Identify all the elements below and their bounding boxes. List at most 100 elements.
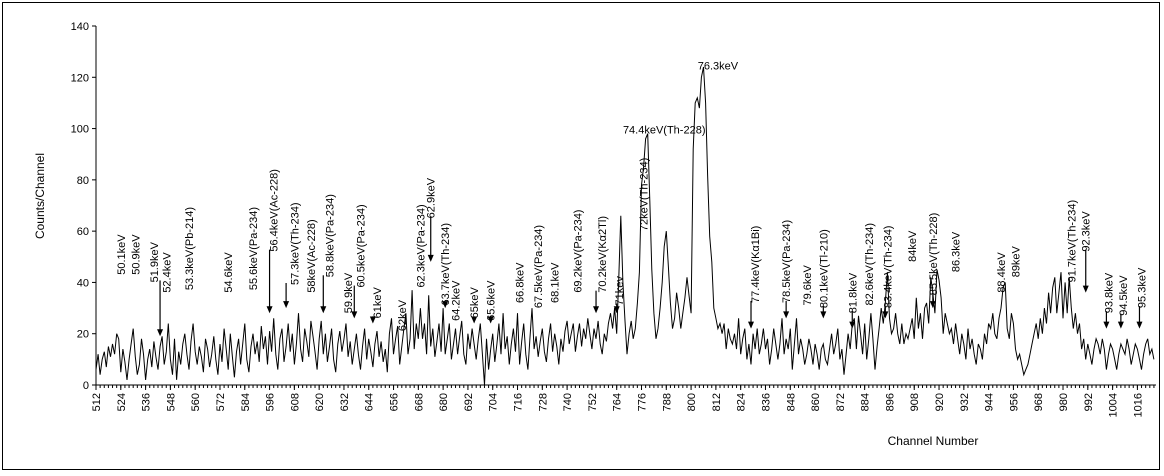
peak-label: 65.6keV [486, 280, 498, 321]
arrow-head [849, 321, 856, 329]
x-tick-label: 548 [165, 393, 177, 411]
x-tick-label: 656 [389, 393, 401, 411]
peak-label: 86.3keV [951, 231, 963, 272]
x-axis: 512 524 536 548 560 572 584 596 608 620 632 644 656 6… [91, 384, 1156, 417]
arrow-head [1136, 321, 1143, 329]
x-tick-label: 524 [116, 393, 128, 411]
y-tick-label: 140 [71, 21, 89, 33]
x-tick-label: 860 [810, 393, 822, 411]
x-axis-label: Channel Number [888, 434, 979, 448]
x-tick-label: 788 [661, 393, 673, 411]
arrow-head [613, 306, 620, 314]
y-tick-label: 120 [71, 72, 89, 84]
x-tick-label: 620 [314, 393, 326, 411]
peak-label: 64.2keV [451, 280, 463, 321]
arrow-head [882, 311, 889, 319]
peak-label: 69.2keV(Pa-234) [572, 210, 584, 293]
arrow-head [157, 329, 164, 337]
arrow-head [442, 301, 449, 309]
y-axis-label: Counts/Channel [33, 153, 47, 239]
peak-label: 65keV [469, 286, 481, 318]
x-tick-label: 740 [562, 393, 574, 411]
y-tick-label: 40 [77, 277, 89, 289]
x-tick-label: 884 [860, 393, 872, 411]
peak-label: 68.1keV [550, 262, 562, 303]
peak-label: 53.3keV(Pb-214) [184, 207, 196, 290]
x-tick-label: 764 [612, 393, 624, 411]
x-tick-label: 824 [736, 393, 748, 411]
peak-label: 94.5keV [1118, 275, 1130, 316]
peak-label: 50.1keV [116, 234, 128, 275]
x-tick-label: 908 [909, 393, 921, 411]
peak-label: 72keV(Th-234) [639, 158, 651, 231]
x-tick-label: 716 [513, 393, 525, 411]
peak-label: 61keV [372, 286, 384, 318]
x-tick-label: 692 [463, 393, 475, 411]
peak-label: 58.8keV(Pa-234) [324, 194, 336, 277]
x-tick-label: 668 [413, 393, 425, 411]
peak-label: 55.6keV(Pa-234) [248, 207, 260, 290]
x-tick-label: 992 [1083, 393, 1095, 411]
arrow-head [783, 311, 790, 319]
peak-label: 51.9keV [149, 241, 161, 282]
y-axis: 0 20 40 60 80 100 120 140 [71, 21, 97, 392]
peak-label: 82.6keV(Th-234) [864, 223, 876, 306]
peak-label: 62.3keV(Pa-234) [415, 204, 427, 287]
peak-label: 70.2keV(Kα2Tl) [597, 216, 609, 293]
peak-label: 67.5keV(Pa-234) [533, 225, 545, 308]
x-tick-label: 644 [364, 393, 376, 411]
peak-label: 71kev [614, 276, 626, 306]
x-tick-label: 728 [537, 393, 549, 411]
x-tick-label: 776 [636, 393, 648, 411]
peak-label: 58keV(Ac-228) [306, 219, 318, 292]
peak-label: 81.8keV [847, 272, 859, 313]
x-tick-label: 560 [190, 393, 202, 411]
peak-label: 77.4keV(Kα1Bi) [750, 226, 762, 303]
peak-label: 74.4keV(Th-228) [623, 125, 706, 137]
x-tick-label: 872 [835, 393, 847, 411]
x-tick-label: 680 [438, 393, 450, 411]
arrow-head [1103, 321, 1110, 329]
x-tick-label: 704 [488, 393, 500, 411]
peak-label: 60.5keV(Pa-234) [355, 204, 367, 287]
arrow-head [427, 254, 434, 262]
x-tick-label: 980 [1058, 393, 1070, 411]
y-tick-label: 80 [77, 175, 89, 187]
peak-label: 56.4keV(Ac-228) [269, 169, 281, 252]
arrow-head [487, 316, 494, 324]
arrow-head [820, 311, 827, 319]
peak-label: 66.8keV [515, 262, 527, 303]
x-tick-label: 920 [934, 393, 946, 411]
spectrum-chart: 0 20 40 60 80 100 120 140 512 524 536 548 560 572 584… [33, 21, 1156, 448]
peak-label: 62keV [397, 299, 409, 331]
y-tick-label: 60 [77, 226, 89, 238]
x-tick-label: 968 [1033, 393, 1045, 411]
arrow-head [369, 316, 376, 324]
series-group [95, 66, 1155, 386]
arrow-head [1117, 321, 1124, 329]
peak-label: 95.3keV [1137, 267, 1149, 308]
peak-label: 91.7keV(Th-234) [1066, 200, 1078, 283]
peak-label: 62.9keV [426, 177, 438, 218]
x-tick-label: 632 [339, 393, 351, 411]
peak-label: 57.3keV(Th-234) [289, 202, 301, 285]
x-tick-label: 944 [984, 393, 996, 411]
arrow-head [593, 306, 600, 314]
x-tick-label: 1016 [1132, 393, 1144, 417]
peak-label: 76.3keV [698, 61, 739, 73]
x-tick-label: 896 [884, 393, 896, 411]
peak-label: 89keV [1010, 245, 1022, 277]
x-tick-label: 932 [959, 393, 971, 411]
x-tick-label: 608 [289, 393, 301, 411]
peak-label: 88.4keV [996, 252, 1008, 293]
y-tick-label: 0 [83, 380, 89, 392]
x-tick-label: 584 [240, 393, 252, 411]
arrow-head [748, 321, 755, 329]
arrow-head [283, 301, 290, 309]
peak-label: 78.5keV(Pa-234) [781, 220, 793, 303]
y-tick-label: 100 [71, 124, 89, 136]
peak-label: 79.6keV [802, 264, 814, 305]
chart-frame: 0 20 40 60 80 100 120 140 512 524 536 548 560 572 584… [2, 2, 1160, 470]
x-tick-label: 836 [760, 393, 772, 411]
arrow-head [266, 306, 273, 314]
